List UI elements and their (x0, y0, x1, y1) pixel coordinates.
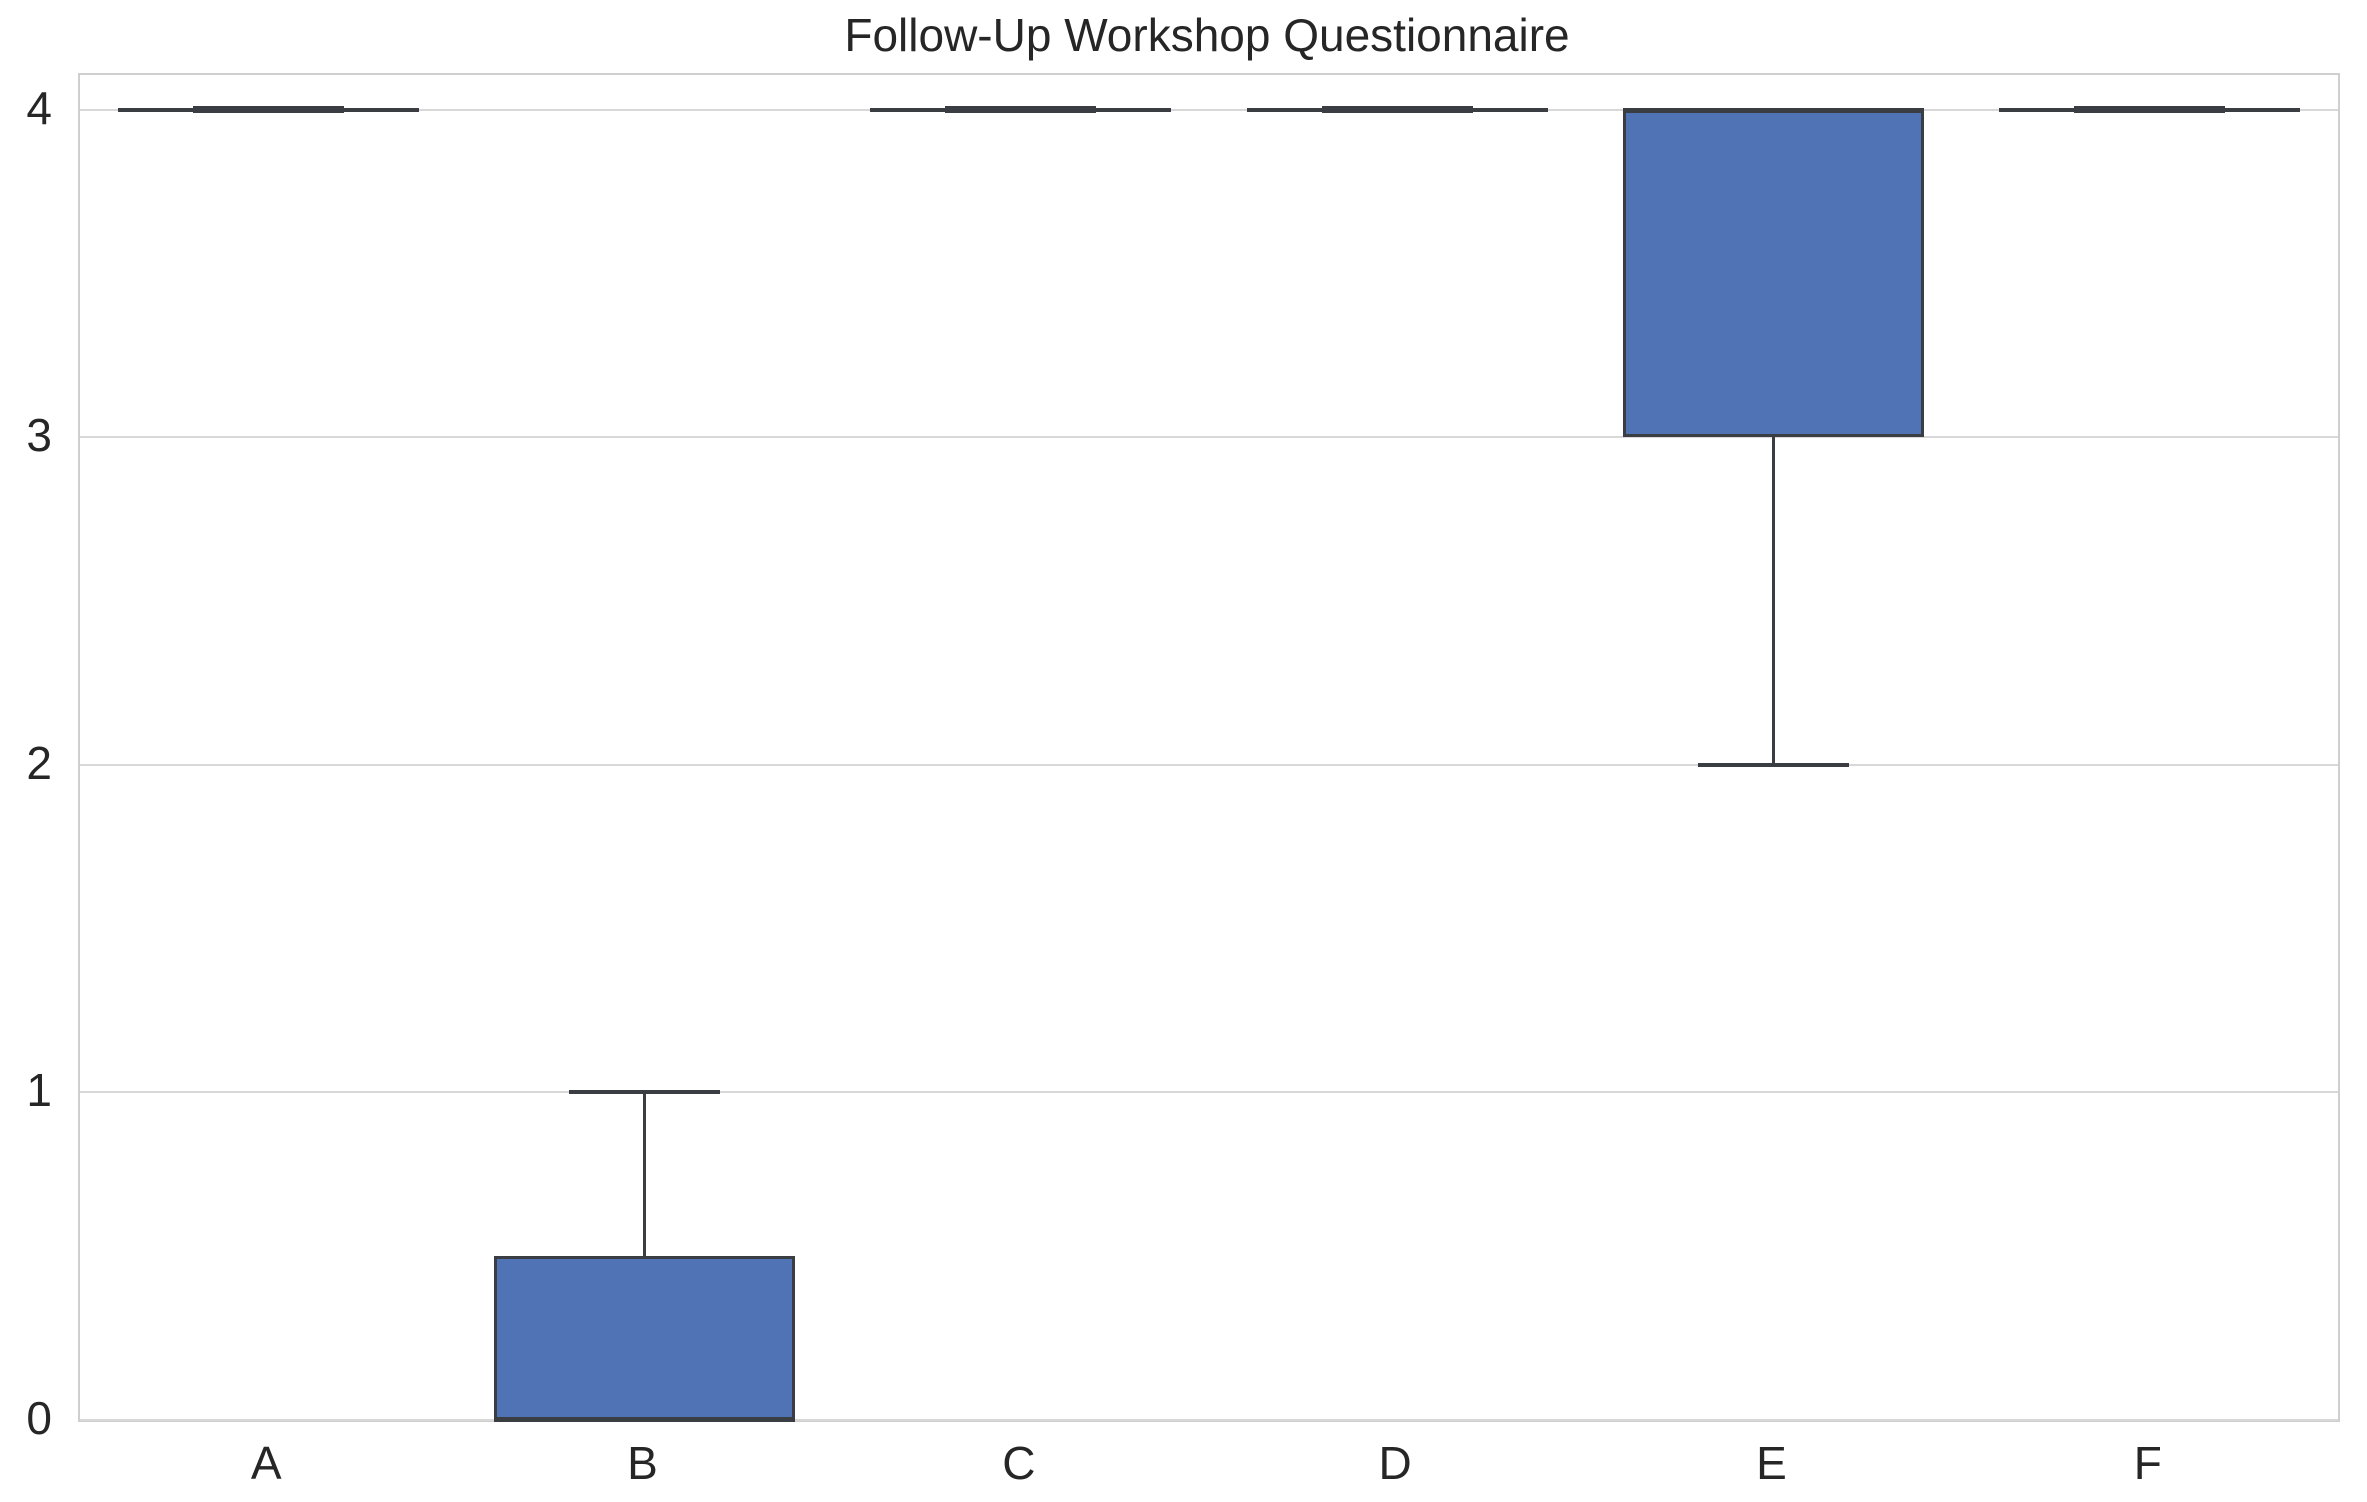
gridline-y-4 (80, 108, 2338, 111)
box-E (1623, 109, 1924, 438)
whisker-cap-F (2074, 106, 2226, 114)
gridline-y-2 (80, 763, 2338, 766)
y-tick-label-1: 1 (26, 1064, 52, 1117)
x-tick-label-A: A (250, 1437, 282, 1489)
whisker-cap-low-E (1698, 762, 1849, 767)
plot-area (78, 73, 2340, 1422)
y-tick-label-4: 4 (26, 81, 52, 134)
x-tick-label-F: F (2133, 1437, 2162, 1489)
box-B (494, 1256, 795, 1420)
chart-title: Follow-Up Workshop Questionnaire (844, 9, 1570, 61)
whisker-cap-A (192, 106, 344, 114)
median-E (1623, 108, 1924, 112)
whisker-cap-high-B (569, 1090, 720, 1095)
gridline-y-3 (80, 436, 2338, 439)
gridline-y-1 (80, 1091, 2338, 1094)
whisker-E (1772, 109, 1775, 765)
whisker-cap-D (1321, 106, 1473, 114)
y-tick-label-2: 2 (26, 736, 52, 789)
median-B (494, 1418, 795, 1422)
x-tick-label-B: B (627, 1437, 658, 1489)
x-tick-label-C: C (1002, 1437, 1036, 1489)
y-tick-label-3: 3 (26, 409, 52, 462)
x-tick-label-D: D (1378, 1437, 1412, 1489)
y-tick-label-0: 0 (26, 1392, 52, 1444)
whisker-cap-C (945, 106, 1097, 114)
x-tick-label-E: E (1756, 1437, 1787, 1489)
gridline-y-0 (80, 1419, 2338, 1421)
